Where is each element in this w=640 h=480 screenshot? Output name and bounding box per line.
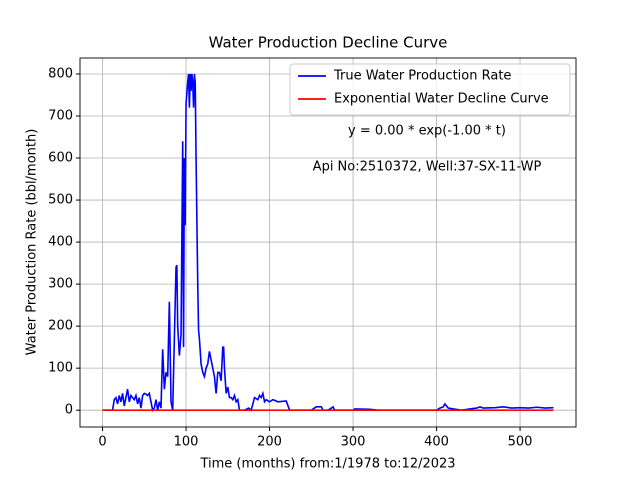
chart-title: Water Production Decline Curve	[209, 34, 448, 52]
y-tick-label: 100	[48, 361, 73, 376]
x-tick-label: 200	[257, 435, 282, 450]
y-tick-label: 700	[48, 108, 73, 123]
legend-box	[289, 63, 571, 116]
x-axis-label: Time (months) from:1/1978 to:12/2023	[199, 457, 455, 472]
plot-frame	[79, 57, 577, 428]
annotation: Api No:2510372, Well:37-SX-11-WP	[313, 160, 542, 175]
x-tick-label: 0	[98, 435, 106, 450]
x-tick-label: 300	[341, 435, 366, 450]
y-tick-label: 400	[48, 235, 73, 250]
y-tick-label: 200	[48, 319, 73, 334]
x-tick-label: 100	[174, 435, 199, 450]
legend-label: True Water Production Rate	[333, 69, 511, 84]
y-tick-label: 600	[48, 151, 73, 166]
y-tick-label: 500	[48, 193, 73, 208]
x-tick-label: 500	[508, 435, 533, 450]
annotation: y = 0.00 * exp(-1.00 * t)	[348, 124, 506, 139]
y-axis-label: Water Production Rate (bbl/month)	[25, 129, 40, 356]
y-tick-label: 300	[48, 277, 73, 292]
y-tick-label: 0	[65, 403, 73, 418]
y-tick-label: 800	[48, 66, 73, 81]
x-tick-label: 400	[424, 435, 449, 450]
legend-label: Exponential Water Decline Curve	[334, 92, 549, 107]
